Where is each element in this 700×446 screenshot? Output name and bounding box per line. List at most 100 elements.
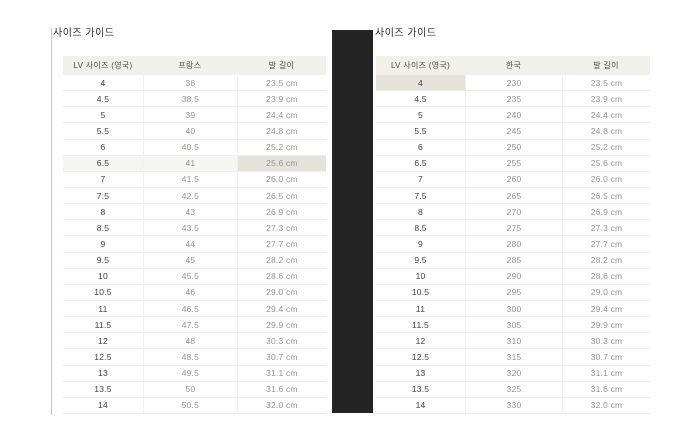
table-cell: 9 (100, 238, 106, 249)
table-cell: 13.5 (411, 384, 430, 395)
table-cell: 29.0 cm (562, 284, 650, 300)
table-row[interactable]: 7 260 26.0 cm (376, 171, 650, 188)
table-row[interactable]: 5 240 24.4 cm (376, 107, 650, 124)
table-row[interactable]: 6.5 41 25.6 cm (63, 155, 326, 172)
table-row[interactable]: 13.5 50 31.6 cm (63, 381, 326, 398)
table-row[interactable]: 10.5 46 29.0 cm (63, 284, 326, 301)
table-row[interactable]: 6 40.5 25.2 cm (63, 139, 326, 156)
column-header-foot-length: 발 길이 (593, 61, 619, 70)
table-cell: 50 (142, 381, 237, 397)
table-cell: 13 (415, 368, 426, 379)
table-cell: 235 (465, 91, 562, 107)
table-cell: 14 (415, 400, 426, 411)
table-cell: 270 (465, 204, 562, 220)
column-header-france: 프랑스 (178, 61, 202, 70)
table-cell: 29.4 cm (562, 300, 650, 317)
table-cell: 41 (142, 155, 237, 171)
table-cell: 24.8 cm (236, 123, 326, 139)
table-row[interactable]: 11.5 305 29.9 cm (376, 317, 650, 334)
table-row[interactable]: 12 48 30.3 cm (63, 333, 326, 350)
table-cell: 24.4 cm (562, 107, 650, 123)
table-cell: 11.5 (94, 319, 112, 330)
table-cell: 30.7 cm (236, 349, 326, 365)
table-row[interactable]: 7.5 265 26.5 cm (376, 187, 650, 205)
table-cell: 27.7 cm (562, 236, 650, 252)
table-row[interactable]: 6 250 25.2 cm (376, 139, 650, 156)
table-cell: 5.5 (96, 125, 110, 136)
table-cell: 31.1 cm (236, 365, 326, 381)
table-cell: 45.5 (142, 268, 237, 284)
table-cell: 38.5 (142, 91, 237, 107)
table-row[interactable]: 13.5 325 31.6 cm (376, 381, 650, 398)
table-cell: 25.2 cm (236, 139, 326, 155)
table-cell: 23.5 cm (236, 75, 326, 91)
table-row[interactable]: 4.5 38.5 23.9 cm (63, 91, 326, 108)
table-row[interactable]: 8 270 26.9 cm (376, 204, 650, 221)
table-row[interactable]: 14 330 32.0 cm (376, 397, 650, 414)
table-cell: 29.9 cm (562, 317, 650, 333)
table-row[interactable]: 11 300 29.4 cm (376, 300, 650, 318)
table-cell: 29.0 cm (236, 284, 326, 300)
table-row[interactable]: 9 280 27.7 cm (376, 236, 650, 253)
table-cell: 8.5 (96, 222, 110, 233)
table-header-row: LV 사이즈 (영국) 한국 발 길이 (376, 56, 650, 75)
table-row[interactable]: 9 44 27.7 cm (63, 236, 326, 253)
table-cell: 24.4 cm (236, 107, 326, 123)
table-cell: 46.5 (142, 300, 237, 317)
table-row[interactable]: 5 39 24.4 cm (63, 107, 326, 124)
table-row[interactable]: 8.5 43.5 27.3 cm (63, 220, 326, 237)
table-cell: 11 (98, 303, 108, 314)
table-row[interactable]: 12 310 30.3 cm (376, 333, 650, 350)
table-row[interactable]: 7 41.5 26.0 cm (63, 171, 326, 188)
table-cell: 8 (100, 206, 106, 217)
table-row[interactable]: 8.5 275 27.3 cm (376, 220, 650, 237)
table-cell: 11 (415, 303, 426, 314)
column-header-lv-size: LV 사이즈 (영국) (73, 61, 133, 70)
table-row[interactable]: 10 45.5 28.6 cm (63, 268, 326, 285)
size-guide-title-left: 사이즈 가이드 (53, 28, 115, 39)
table-row[interactable]: 13 49.5 31.1 cm (63, 365, 326, 382)
table-row[interactable]: 11 46.5 29.4 cm (63, 300, 326, 318)
table-cell: 8 (418, 206, 423, 217)
table-row[interactable]: 5.5 245 24.8 cm (376, 123, 650, 140)
table-row[interactable]: 11.5 47.5 29.9 cm (63, 317, 326, 334)
table-cell: 9 (418, 238, 423, 249)
table-row[interactable]: 9.5 45 28.2 cm (63, 252, 326, 269)
size-table-uk-korea: LV 사이즈 (영국) 한국 발 길이 4 230 23.5 cm 4.5 235 23.… (376, 56, 650, 414)
table-row[interactable]: 12.5 315 30.7 cm (376, 349, 650, 366)
table-cell: 31.6 cm (236, 381, 326, 397)
table-row[interactable]: 14 50.5 32.0 cm (63, 397, 326, 414)
column-header-foot-length: 발 길이 (268, 61, 295, 70)
table-cell: 5 (418, 109, 423, 120)
table-cell: 23.9 cm (236, 91, 326, 107)
table-cell: 7 (418, 174, 423, 185)
table-row[interactable]: 12.5 48.5 30.7 cm (63, 349, 326, 366)
table-cell: 4.5 (96, 93, 110, 104)
table-row[interactable]: 4.5 235 23.9 cm (376, 91, 650, 108)
table-row[interactable]: 6.5 255 25.6 cm (376, 155, 650, 172)
table-cell: 280 (465, 236, 562, 252)
table-cell: 10 (415, 271, 426, 282)
table-cell: 10.5 (411, 287, 430, 298)
table-row[interactable]: 13 320 31.1 cm (376, 365, 650, 382)
table-cell: 40.5 (142, 139, 237, 155)
table-row[interactable]: 4 38 23.5 cm (63, 75, 326, 92)
table-row[interactable]: 7.5 42.5 26.5 cm (63, 187, 326, 205)
table-cell: 26.9 cm (562, 204, 650, 220)
table-cell: 7 (100, 174, 106, 185)
table-row[interactable]: 10.5 295 29.0 cm (376, 284, 650, 301)
table-cell: 43.5 (142, 220, 237, 236)
table-cell: 265 (465, 187, 562, 204)
table-cell: 5.5 (414, 125, 427, 136)
table-row[interactable]: 10 290 28.6 cm (376, 268, 650, 285)
table-cell: 25.6 cm (236, 155, 326, 171)
table-cell: 4.5 (414, 93, 427, 104)
table-cell: 8.5 (414, 222, 427, 233)
table-cell: 26.5 cm (236, 187, 326, 204)
table-cell: 285 (465, 252, 562, 268)
table-cell: 28.2 cm (562, 252, 650, 268)
table-row[interactable]: 5.5 40 24.8 cm (63, 123, 326, 140)
table-row[interactable]: 9.5 285 28.2 cm (376, 252, 650, 269)
table-row[interactable]: 4 230 23.5 cm (376, 75, 650, 92)
table-row[interactable]: 8 43 26.9 cm (63, 204, 326, 221)
